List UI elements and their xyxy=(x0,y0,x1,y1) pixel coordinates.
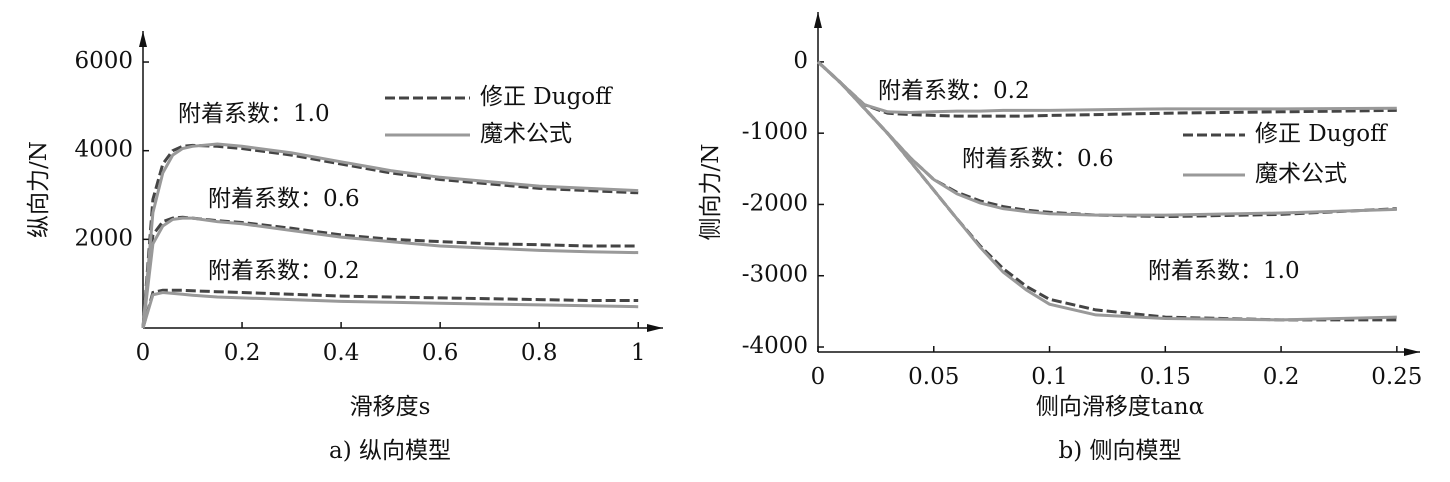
y-axis-label: 侧向力/N xyxy=(698,144,724,241)
y-tick-label: 6000 xyxy=(74,48,133,74)
curve xyxy=(816,60,1397,115)
x-tick-label: 0.25 xyxy=(1371,364,1422,390)
y-axis-label: 纵向力/N xyxy=(26,141,52,238)
x-tick-label: 0.05 xyxy=(908,364,959,390)
x-tick-label: 0.1 xyxy=(1031,364,1068,390)
caption: a) 纵向模型 xyxy=(329,438,451,464)
x-tick-label: 0.2 xyxy=(1263,364,1300,390)
annotation: 附着系数：0.2 xyxy=(878,78,1030,104)
x-axis-label: 侧向滑移度tanα xyxy=(1036,394,1204,420)
curve xyxy=(141,143,639,329)
annotation: 附着系数：0.2 xyxy=(208,258,360,284)
x-tick-label: 0.4 xyxy=(323,340,360,366)
curve xyxy=(816,60,1397,322)
curve xyxy=(141,142,639,329)
annotation: 附着系数：0.6 xyxy=(962,146,1114,172)
annotation: 附着系数：0.6 xyxy=(208,186,360,212)
curve xyxy=(141,288,639,329)
x-tick-label: 0.8 xyxy=(521,340,558,366)
legend-label: 修正 Dugoff xyxy=(480,84,613,110)
y-tick-label: 2000 xyxy=(74,225,133,251)
legend-label: 修正 Dugoff xyxy=(1255,121,1388,147)
x-tick-label: 0.6 xyxy=(422,340,459,366)
curve xyxy=(141,215,639,329)
x-tick-label: 0 xyxy=(136,340,151,366)
x-tick-label: 0 xyxy=(811,364,826,390)
y-tick-label: 4000 xyxy=(74,137,133,163)
x-axis-arrow xyxy=(647,324,663,332)
x-tick-label: 0.15 xyxy=(1140,364,1191,390)
x-axis-arrow xyxy=(1404,348,1420,356)
y-tick-label: -1000 xyxy=(742,119,808,145)
y-axis-arrow xyxy=(814,12,822,28)
annotation: 附着系数：1.0 xyxy=(178,101,330,127)
y-tick-label: -3000 xyxy=(742,262,808,288)
annotation: 附着系数：1.0 xyxy=(1148,258,1300,284)
x-tick-label: 1 xyxy=(631,340,646,366)
y-tick-label: -2000 xyxy=(742,190,808,216)
curve xyxy=(141,290,639,329)
y-tick-label: -4000 xyxy=(742,333,808,359)
x-tick-label: 0.2 xyxy=(224,340,261,366)
caption: b) 侧向模型 xyxy=(1058,438,1181,464)
y-axis-arrow xyxy=(139,31,147,47)
legend-label: 魔术公式 xyxy=(480,121,572,147)
curve xyxy=(141,216,639,329)
y-tick-label: 0 xyxy=(793,48,808,74)
legend-label: 魔术公式 xyxy=(1255,161,1347,187)
x-axis-label: 滑移度s xyxy=(350,394,431,420)
